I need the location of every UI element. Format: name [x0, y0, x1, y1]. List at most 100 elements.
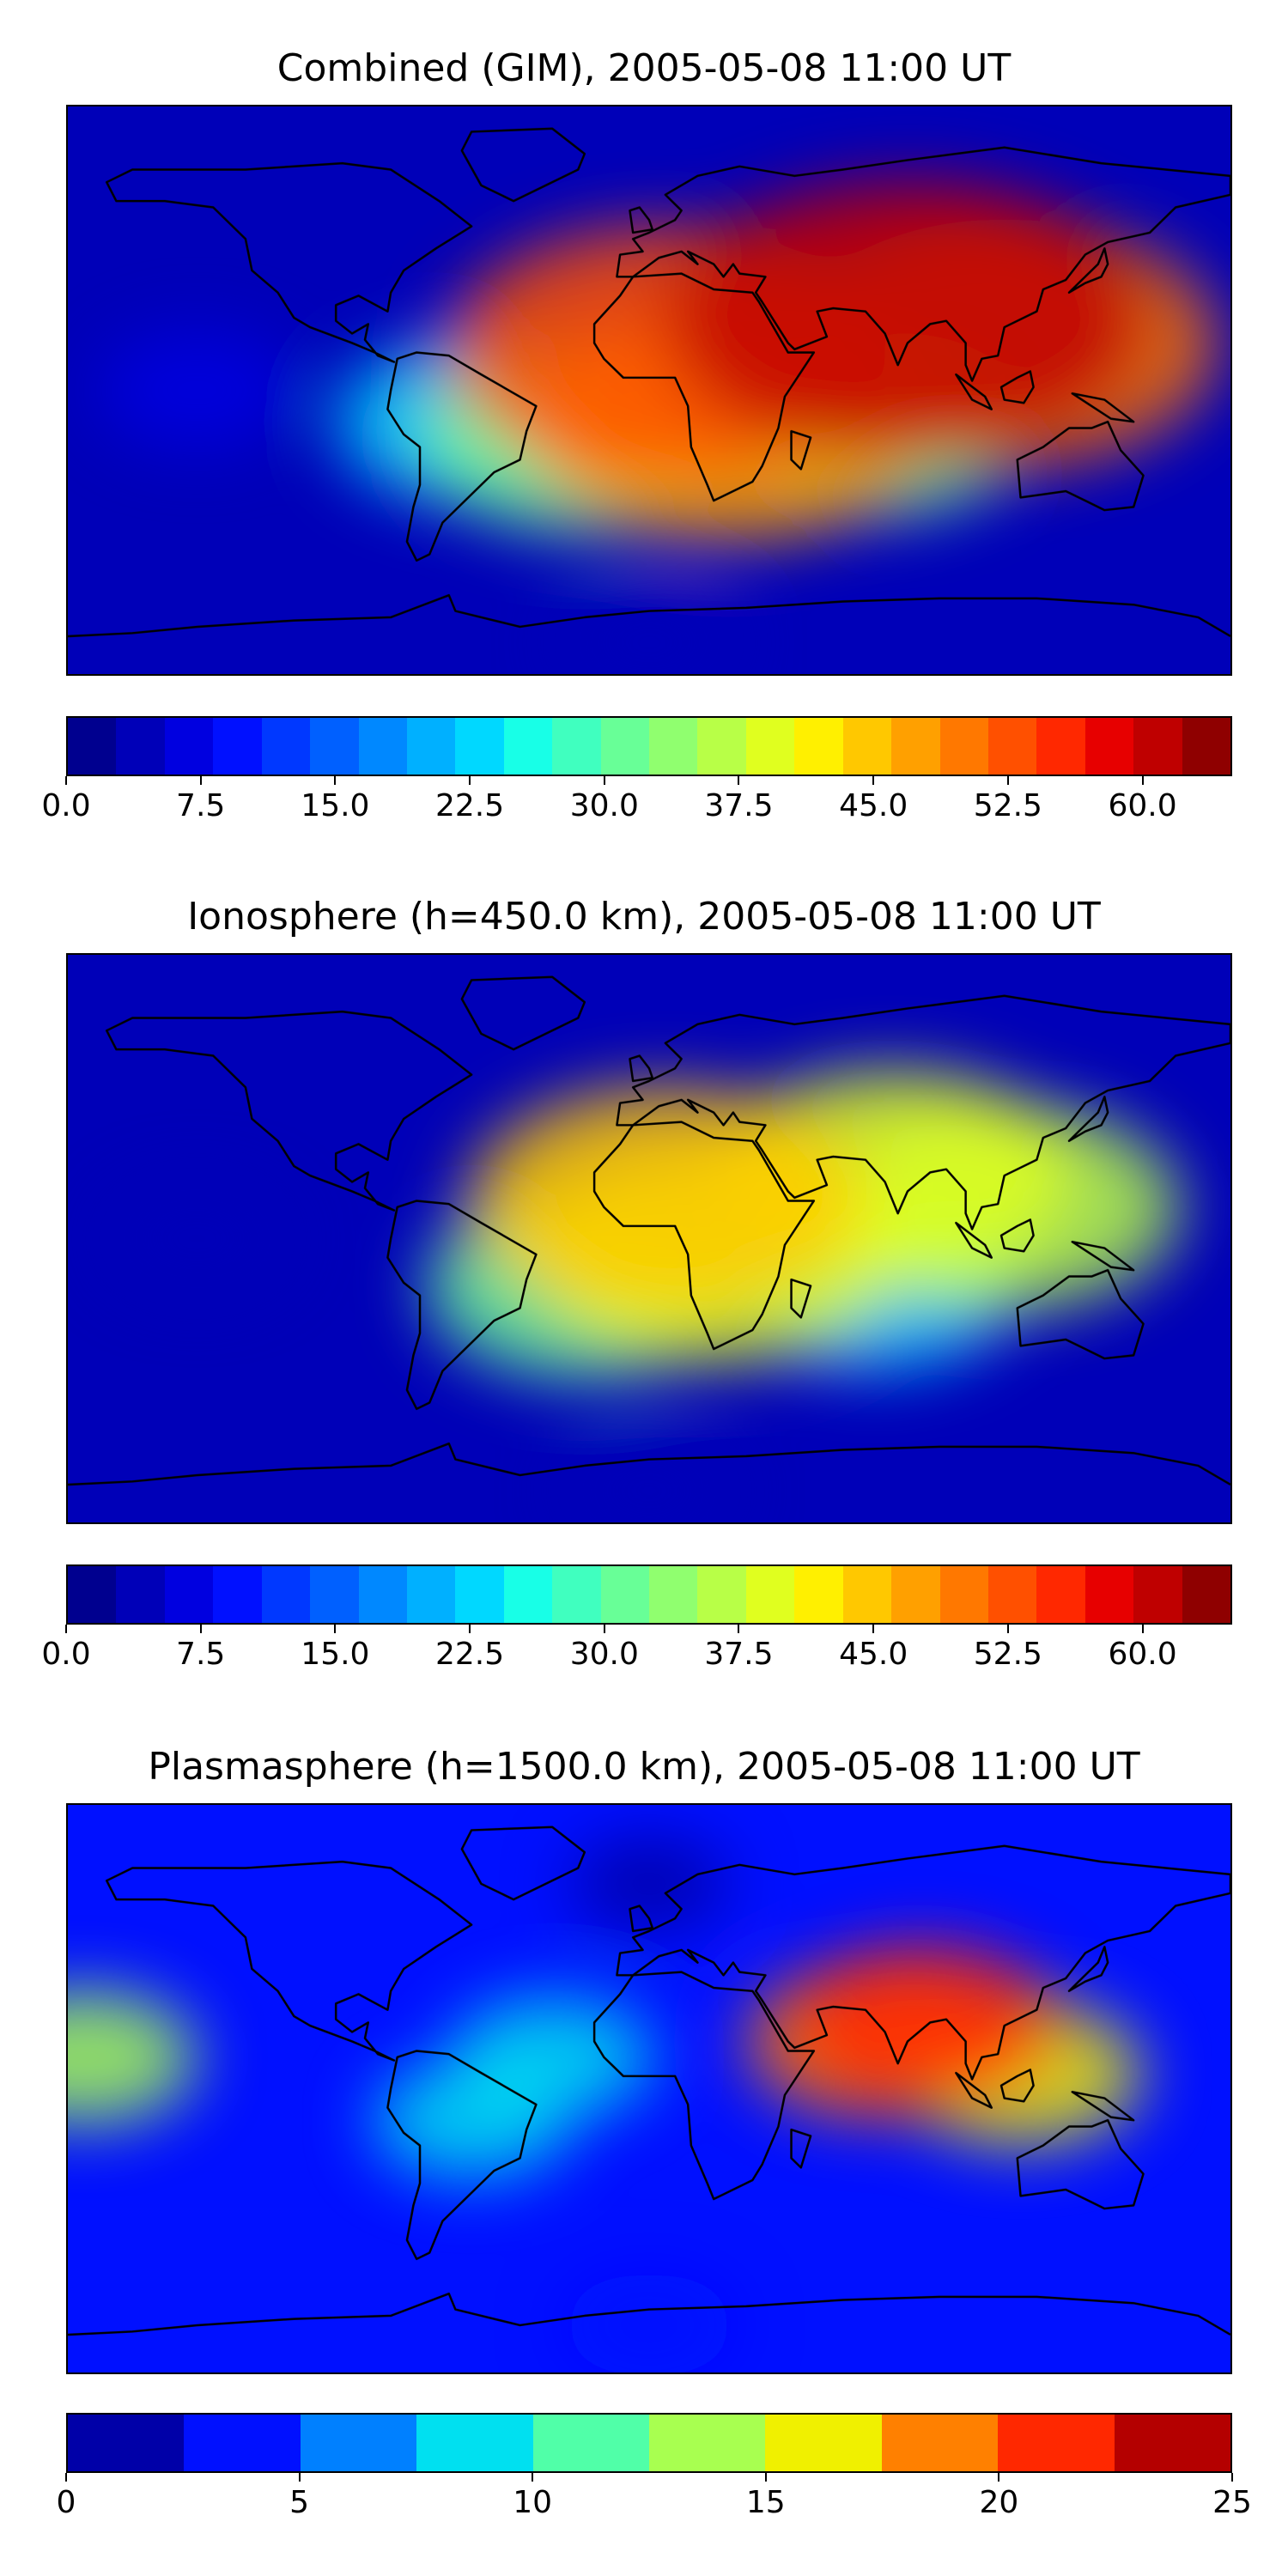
colorbar-segment: [842, 1566, 892, 1623]
coastline-south-america: [386, 1200, 538, 1411]
colorbar-ticks: 0 5 10 15 20 25: [57, 2473, 1252, 2524]
colorbar-segment: [261, 718, 311, 775]
coastline-madagascar: [790, 1278, 812, 1319]
colorbar-segment: [1084, 1566, 1134, 1623]
colorbar-segment: [213, 1566, 262, 1623]
coastline-new-guinea: [1071, 392, 1135, 423]
colorbar-segment: [697, 718, 746, 775]
map-svg: [68, 106, 1230, 674]
colorbar-segment: [68, 1566, 117, 1623]
coastline-greenland: [460, 127, 586, 203]
colorbar-tick-label: 7.5: [176, 788, 226, 823]
colorbar-tick-label: 60.0: [1108, 788, 1177, 823]
coastline-new-guinea: [1071, 2090, 1135, 2122]
coastline-north-america: [105, 1010, 473, 1212]
coastline-sumatra: [955, 2071, 993, 2109]
colorbar-segment: [116, 1566, 165, 1623]
colorbar-tick-label: 30.0: [569, 1637, 639, 1672]
colorbar-segment: [358, 718, 407, 775]
field-blob-pacific: [106, 1183, 289, 1294]
colorbar-segment: [745, 718, 795, 775]
colorbar-tick-mark: [1006, 776, 1009, 785]
colorbar-segment: [1133, 718, 1182, 775]
field-blob-southern-high-latitudes: [563, 2273, 735, 2372]
colorbar-segment: [891, 718, 940, 775]
coastline-south-america: [386, 351, 538, 562]
field-blob-south-asia-peak: [786, 1945, 1061, 2107]
colorbar-segment: [184, 2415, 301, 2471]
colorbar-tick-mark: [603, 1625, 605, 1633]
coastline-africa: [592, 1121, 816, 1351]
colorbar-segment: [649, 1566, 698, 1623]
colorbar-segment: [649, 2415, 766, 2471]
colorbar-tick-mark: [1141, 776, 1144, 785]
colorbar-tick-mark: [532, 2473, 534, 2482]
map-plot: [66, 105, 1232, 676]
colorbar-segment: [939, 718, 989, 775]
colorbar-segment: [1133, 1566, 1182, 1623]
colorbar: [66, 1564, 1232, 1625]
colorbar-segment: [68, 2415, 185, 2471]
colorbar-tick-label: 22.5: [434, 788, 505, 823]
colorbar: [66, 2413, 1232, 2473]
map-svg: [68, 955, 1230, 1522]
coastline-greenland: [460, 1826, 586, 1901]
colorbar-tick-mark: [334, 1625, 337, 1633]
coastline-south-america: [386, 2050, 538, 2261]
coastline-british-isles: [629, 1054, 654, 1083]
colorbar-segment: [455, 1566, 504, 1623]
colorbar-tick-label: 5: [289, 2485, 310, 2520]
colorbar-ticks: 0.0 7.5 15.0 22.5 30.0 37.5 45.0 52.5 60.0: [41, 1625, 1232, 1676]
colorbar-tick-mark: [65, 2473, 67, 2482]
colorbar-segment: [406, 718, 456, 775]
colorbar-segment: [649, 718, 698, 775]
colorbar-segment: [891, 1566, 940, 1623]
colorbar-segment: [1036, 718, 1085, 775]
colorbar-tick-mark: [764, 2473, 767, 2482]
colorbar-segment: [164, 718, 214, 775]
colorbar-tick-label: 15.0: [301, 1637, 370, 1672]
colorbar-tick-mark: [1006, 1625, 1009, 1633]
colorbar-segment: [164, 1566, 214, 1623]
colorbar-tick-mark: [199, 1625, 202, 1633]
colorbar-tick-mark: [603, 776, 605, 785]
field-blob-central-pacific: [68, 1990, 197, 2124]
chart-title: Combined (GIM), 2005-05-08 11:00 UT: [276, 46, 1012, 90]
colorbar-segment: [455, 718, 504, 775]
coastline-greenland: [460, 975, 586, 1051]
colorbar-tick-label: 37.5: [704, 1637, 774, 1672]
colorbar-tick-label: 45.0: [839, 788, 908, 823]
colorbar-segment: [794, 718, 843, 775]
colorbar-tick-mark: [738, 1625, 740, 1633]
coastline-north-america: [105, 1860, 473, 2062]
colorbar: [66, 716, 1232, 776]
colorbar-tick-label: 15: [745, 2485, 786, 2520]
chart-title: Plasmasphere (h=1500.0 km), 2005-05-08 1…: [148, 1745, 1140, 1789]
colorbar-tick-mark: [998, 2473, 1000, 2482]
field-blob-pacific: [98, 331, 296, 450]
coastline-madagascar: [790, 2128, 812, 2169]
colorbar-tick-mark: [738, 776, 740, 785]
chart-title: Ionosphere (h=450.0 km), 2005-05-08 11:0…: [187, 895, 1101, 939]
coastline-north-america: [105, 161, 473, 363]
colorbar-tick-mark: [469, 1625, 471, 1633]
colorbar-segment: [416, 2415, 533, 2471]
colorbar-segment: [1182, 718, 1231, 775]
coastline-borneo: [999, 2069, 1035, 2103]
colorbar-tick-label: 60.0: [1108, 1637, 1177, 1672]
colorbar-tick-label: 45.0: [839, 1637, 908, 1672]
coastline-eurasia: [616, 994, 1230, 1230]
field-blob-northern-high-latitudes: [569, 1835, 729, 1933]
colorbar-tick-label: 22.5: [434, 1637, 505, 1672]
map-plot: [66, 1803, 1232, 2374]
colorbar-segment: [600, 1566, 650, 1623]
coastline-madagascar: [790, 429, 812, 471]
colorbar-tick-label: 52.5: [973, 1637, 1042, 1672]
colorbar-tick-mark: [65, 1625, 67, 1633]
colorbar-segment: [1182, 1566, 1231, 1623]
colorbar-tick-label: 52.5: [973, 788, 1042, 823]
colorbar-tick-label: 10: [513, 2485, 553, 2520]
colorbar-tick-mark: [298, 2473, 301, 2482]
colorbar-segment: [213, 718, 262, 775]
colorbar-tick-mark: [1141, 1625, 1144, 1633]
